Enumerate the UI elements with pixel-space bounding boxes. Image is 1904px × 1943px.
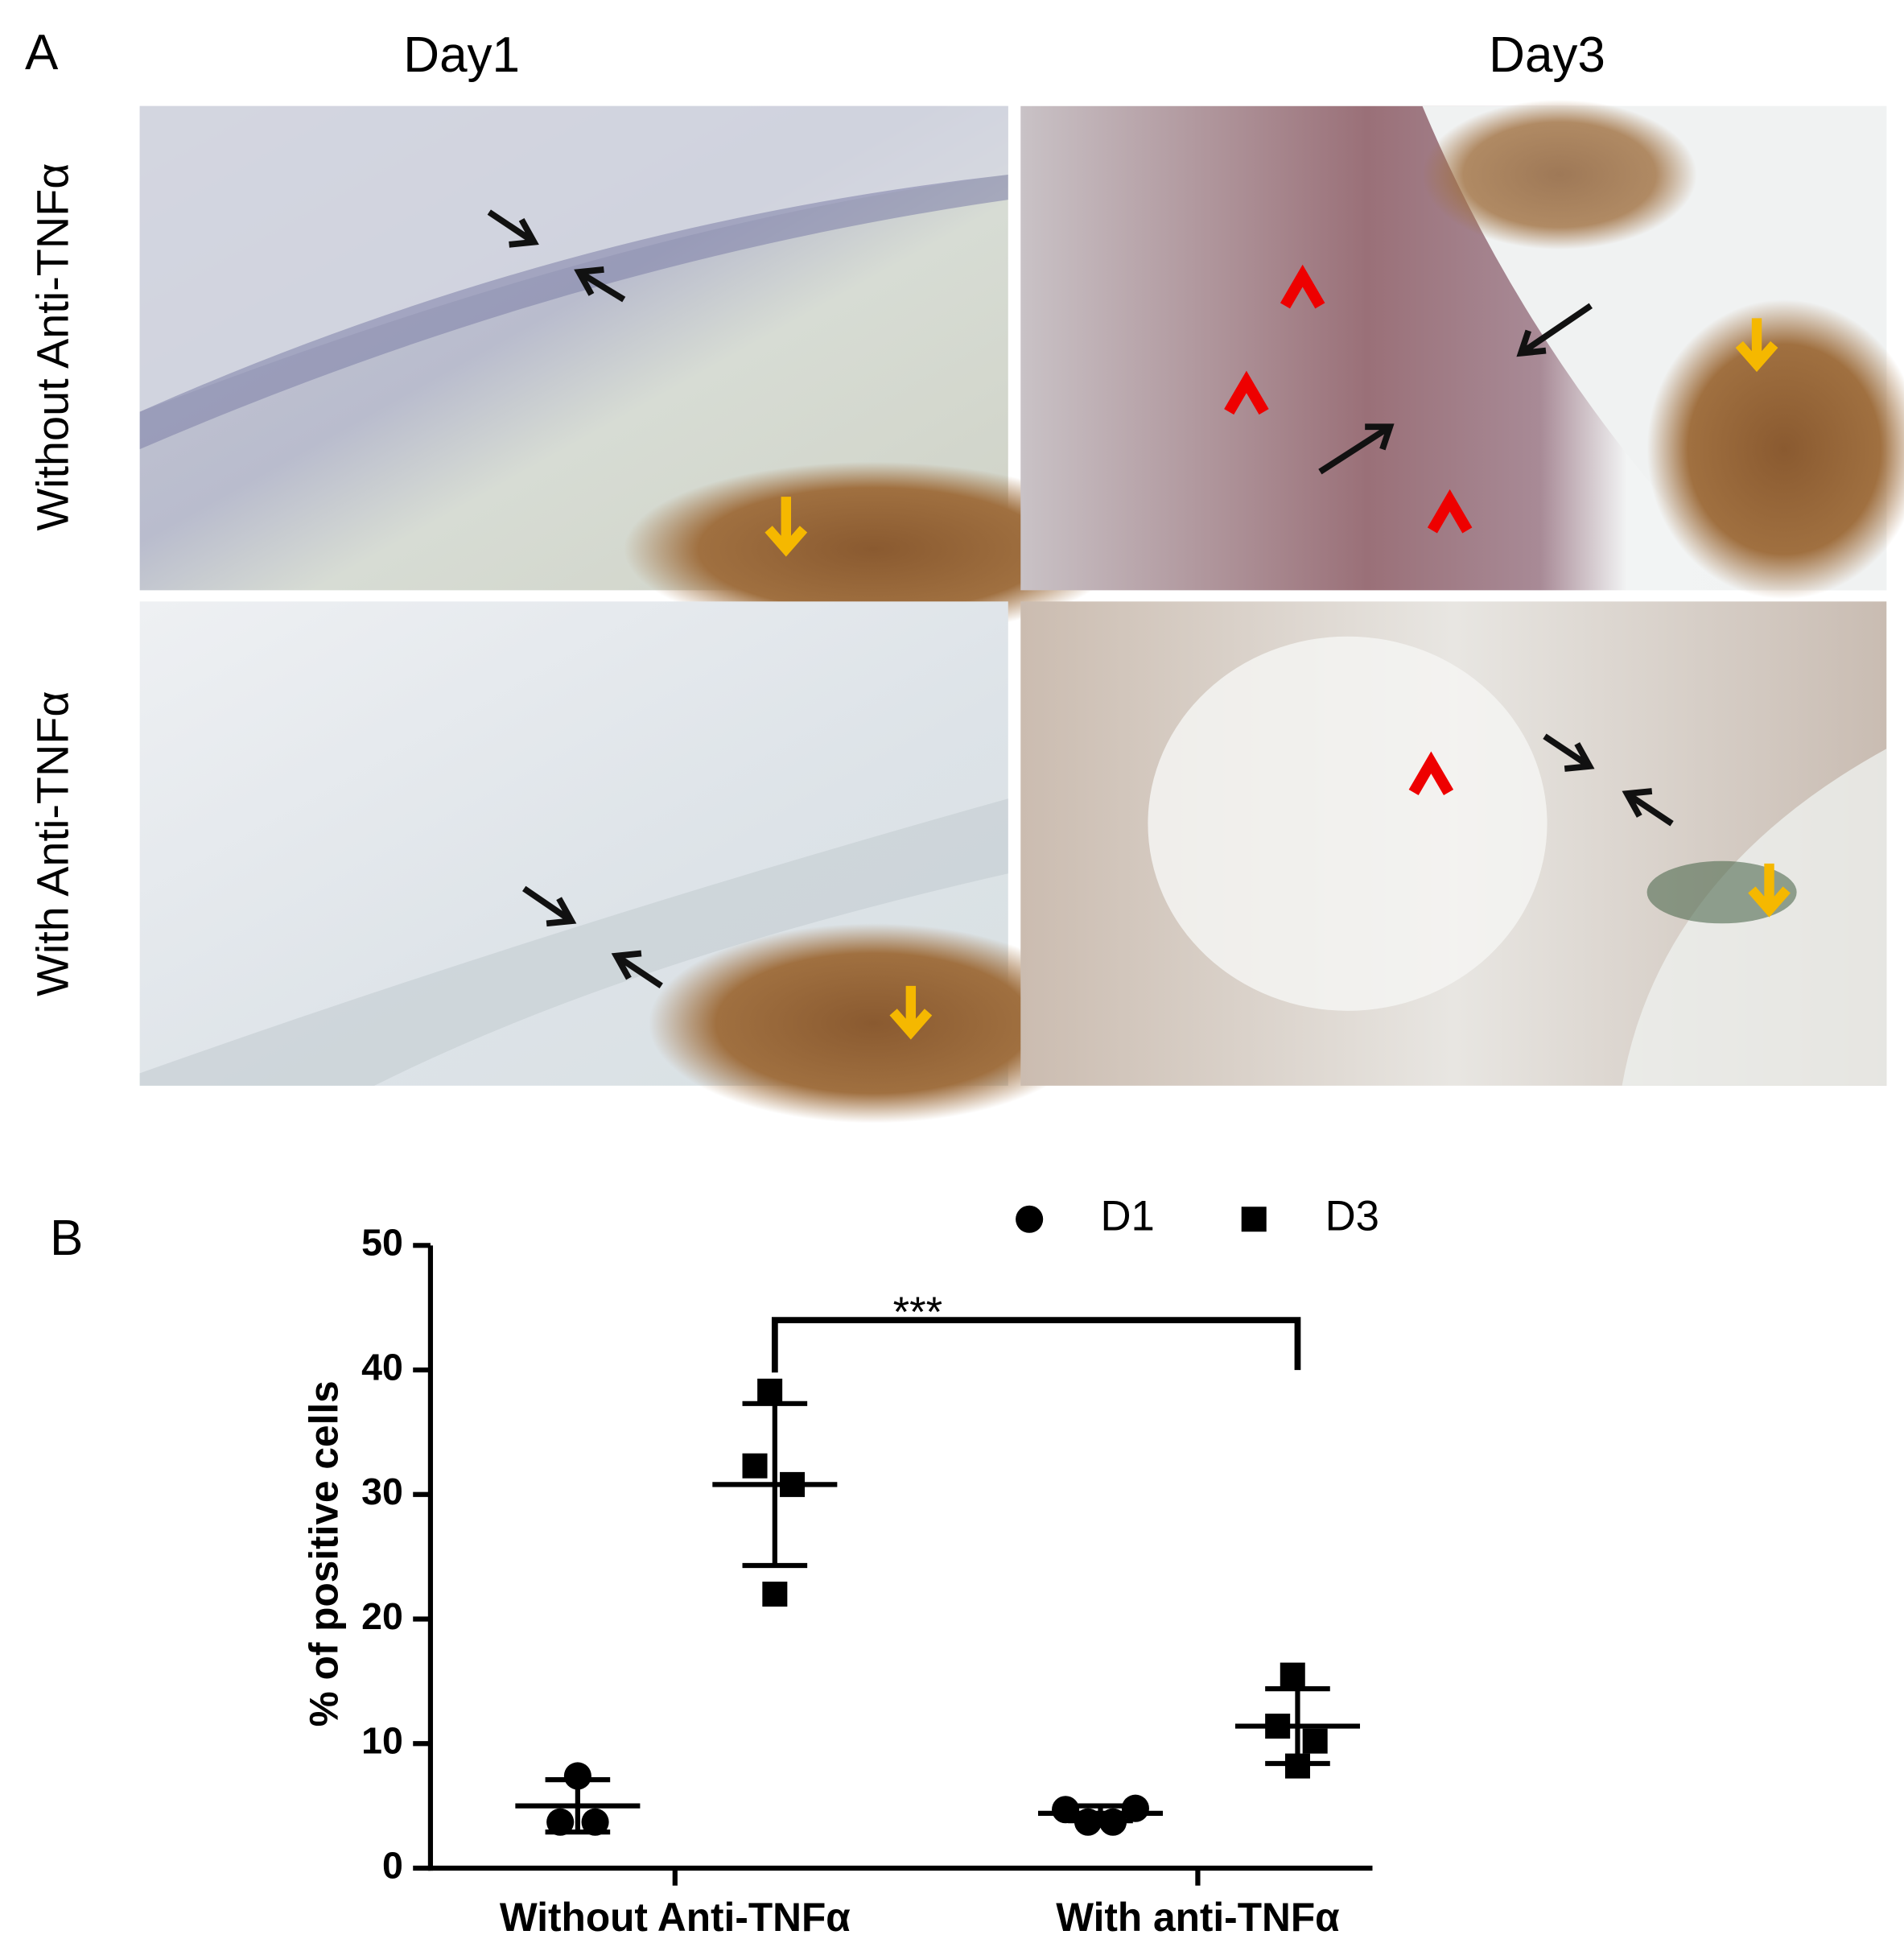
x-tick-label: Without Anti-TNFα [500, 1895, 851, 1940]
micrograph [1020, 601, 1887, 1086]
data-point [757, 1378, 783, 1404]
y-tick-label: 50 [361, 1222, 403, 1264]
data-point [1302, 1728, 1328, 1754]
row-label: Without Anti-TNFα [27, 163, 78, 531]
data-point [742, 1453, 768, 1479]
micrograph [1020, 100, 1904, 600]
y-tick-label: 0 [382, 1844, 403, 1886]
data-point [546, 1808, 575, 1836]
data-point [1052, 1796, 1080, 1824]
y-tick-label: 10 [361, 1720, 403, 1762]
data-point [1280, 1662, 1305, 1688]
legend-label: D3 [1325, 1193, 1379, 1240]
micrograph [139, 105, 1123, 637]
legend-marker [1241, 1207, 1267, 1232]
legend-marker [1016, 1205, 1044, 1233]
significance-label: *** [893, 1289, 943, 1336]
panel-label: B [50, 1211, 83, 1266]
data-point [762, 1582, 788, 1607]
y-axis-label: % of positive cells [301, 1380, 346, 1726]
data-point [581, 1808, 609, 1836]
x-tick-label: With anti-TNFα [1056, 1895, 1339, 1940]
y-tick-label: 20 [361, 1595, 403, 1637]
legend-label: D1 [1100, 1193, 1154, 1240]
column-label: Day3 [1489, 27, 1605, 83]
panel-label: A [25, 25, 59, 80]
y-tick-label: 30 [361, 1471, 403, 1512]
row-label: With Anti-TNFα [27, 691, 78, 996]
micrograph [139, 601, 1098, 1124]
y-tick-label: 40 [361, 1346, 403, 1388]
data-point [563, 1762, 591, 1790]
significance-bracket [771, 1317, 1301, 1373]
column-label: Day1 [403, 27, 520, 83]
